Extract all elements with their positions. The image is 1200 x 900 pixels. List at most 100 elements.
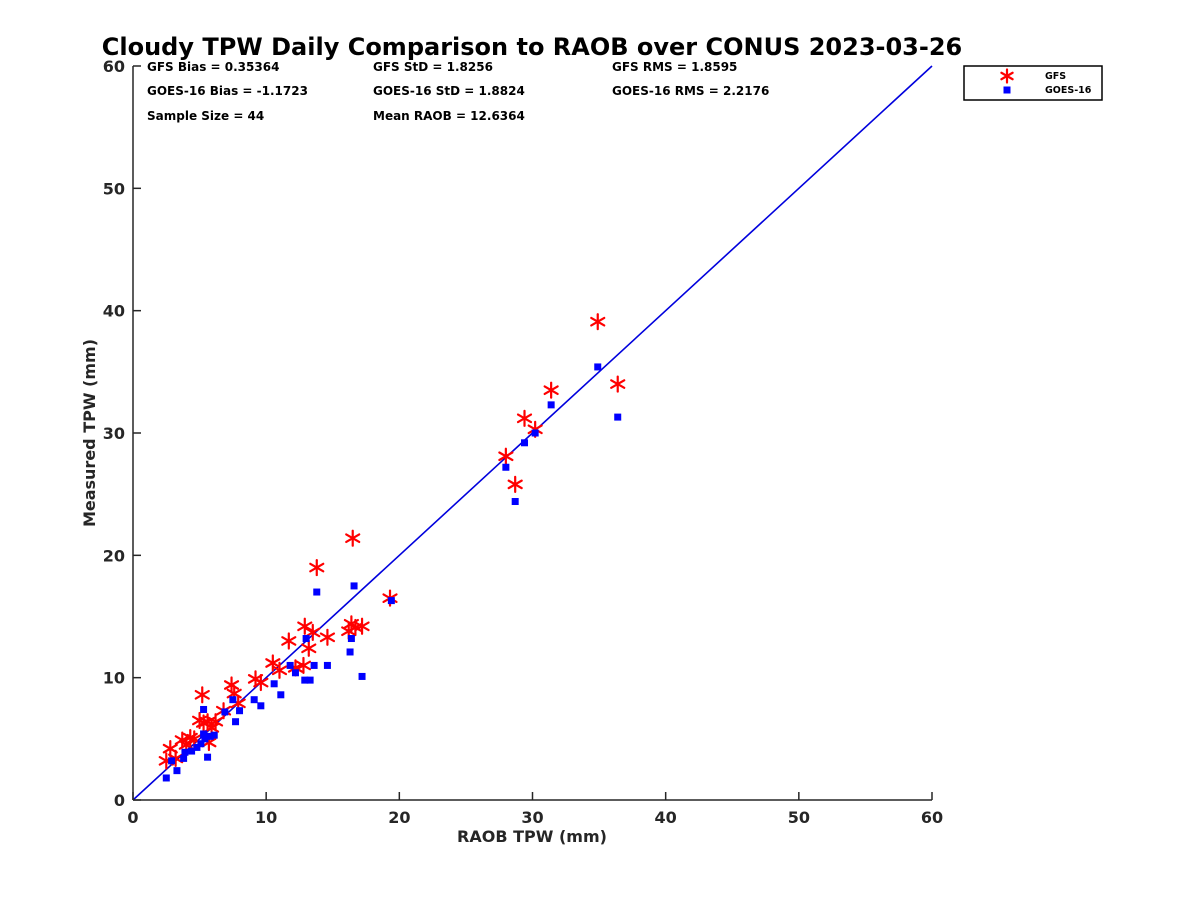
goes16-point — [257, 702, 265, 710]
goes16-point — [547, 401, 555, 409]
y-tick-label: 30 — [103, 424, 125, 443]
axes: 0 10 20 30 40 50 60 0 10 20 30 40 50 60 — [103, 57, 943, 827]
y-tick-label: 50 — [103, 179, 125, 198]
goes16-point — [347, 635, 355, 643]
y-tick-label: 20 — [103, 546, 125, 565]
stat-text: GOES-16 Bias = -1.1723 — [147, 84, 308, 98]
x-tick-label: 60 — [921, 808, 943, 827]
gfs-point — [516, 409, 533, 427]
stat-text: Mean RAOB = 12.6364 — [373, 109, 525, 123]
goes16-point — [277, 691, 285, 699]
gfs-point — [265, 654, 281, 672]
legend: GFS GOES-16 — [963, 65, 1103, 101]
goes16-point — [232, 718, 240, 726]
x-tick-label: 50 — [788, 808, 810, 827]
gfs-point — [305, 623, 321, 642]
gfs-point — [590, 313, 606, 331]
stat-text: GOES-16 RMS = 2.2176 — [612, 84, 769, 98]
x-tick-label: 10 — [255, 808, 277, 827]
legend-gfs-label: GFS — [1045, 71, 1066, 82]
goes16-point — [350, 582, 358, 590]
goes16-point — [511, 498, 519, 506]
goes16-point — [270, 680, 278, 688]
legend-goes16-label: GOES-16 — [1045, 85, 1092, 96]
y-tick-label: 10 — [103, 669, 125, 688]
goes16-point — [162, 774, 170, 782]
gfs-point — [543, 381, 559, 399]
goes16-point — [193, 743, 201, 751]
goes16-point — [531, 429, 539, 437]
legend-goes16-marker — [1003, 86, 1011, 94]
chart-title: Cloudy TPW Daily Comparison to RAOB over… — [102, 33, 962, 61]
goes16-point — [306, 676, 314, 684]
goes16-point — [197, 740, 205, 748]
stat-text: GFS StD = 1.8256 — [373, 60, 493, 74]
gfs-point — [498, 447, 514, 465]
x-tick-label: 30 — [521, 808, 543, 827]
goes16-point — [229, 696, 237, 704]
goes16-point — [323, 661, 331, 669]
gfs-point — [295, 656, 312, 675]
goes16-point — [180, 754, 188, 762]
stats-block: GFS Bias = 0.35364 GFS StD = 1.8256 GFS RM… — [147, 60, 769, 123]
gfs-point — [354, 617, 370, 635]
goes16-point — [250, 696, 258, 704]
goes16-point — [188, 747, 196, 755]
goes16-point — [291, 669, 299, 677]
legend-box — [963, 65, 1103, 101]
gfs-point — [319, 628, 336, 646]
goes16-point — [206, 732, 214, 740]
gfs-point — [297, 617, 313, 635]
gfs-point — [309, 558, 325, 577]
gfs-point — [194, 686, 210, 704]
goes16-point — [302, 635, 310, 643]
stat-text: GFS Bias = 0.35364 — [147, 60, 279, 74]
gfs-point — [207, 713, 224, 731]
stat-text: GOES-16 StD = 1.8824 — [373, 84, 525, 98]
goes16-point — [301, 676, 309, 684]
goes16-point — [346, 648, 354, 656]
stat-text: Sample Size = 44 — [147, 109, 264, 123]
goes16-point — [502, 463, 510, 471]
y-axis-label: Measured TPW (mm) — [80, 339, 99, 527]
goes16-point — [310, 661, 318, 669]
goes16-point — [173, 767, 181, 775]
x-tick-label: 40 — [655, 808, 677, 827]
gfs-point — [301, 639, 317, 657]
goes16-point — [181, 748, 189, 756]
goes16-point — [236, 707, 244, 715]
goes16-point — [286, 661, 294, 669]
gfs-point — [271, 661, 288, 679]
goes16-point — [594, 363, 602, 371]
x-tick-label: 20 — [388, 808, 410, 827]
gfs-point — [345, 529, 361, 547]
goes16-point — [210, 731, 218, 739]
goes16-point — [387, 597, 395, 605]
goes16-point — [313, 588, 321, 596]
y-tick-label: 40 — [103, 302, 125, 321]
gfs-point — [223, 676, 240, 694]
gfs-point — [253, 673, 269, 692]
x-axis-label: RAOB TPW (mm) — [457, 827, 607, 846]
goes16-point — [200, 730, 208, 738]
goes16-point — [200, 705, 208, 713]
gfs-point — [281, 632, 297, 650]
goes16-point — [521, 439, 529, 447]
gfs-point — [507, 475, 523, 493]
points-layer — [158, 313, 626, 782]
plot-area: 0 10 20 30 40 50 60 0 10 20 30 40 50 60 — [103, 57, 943, 827]
y-tick-label: 0 — [114, 791, 125, 810]
goes16-point — [358, 672, 366, 680]
stat-text: GFS RMS = 1.8595 — [612, 60, 737, 74]
goes16-point — [204, 753, 212, 761]
legend-gfs-marker — [1000, 68, 1014, 84]
gfs-point — [610, 375, 626, 393]
y-tick-label: 60 — [103, 57, 125, 76]
goes16-point — [221, 708, 229, 716]
goes16-point — [201, 735, 209, 743]
legend-items: GFS GOES-16 — [1000, 68, 1092, 96]
goes16-point — [168, 757, 176, 765]
goes16-point — [614, 413, 622, 421]
x-tick-label: 0 — [127, 808, 138, 827]
